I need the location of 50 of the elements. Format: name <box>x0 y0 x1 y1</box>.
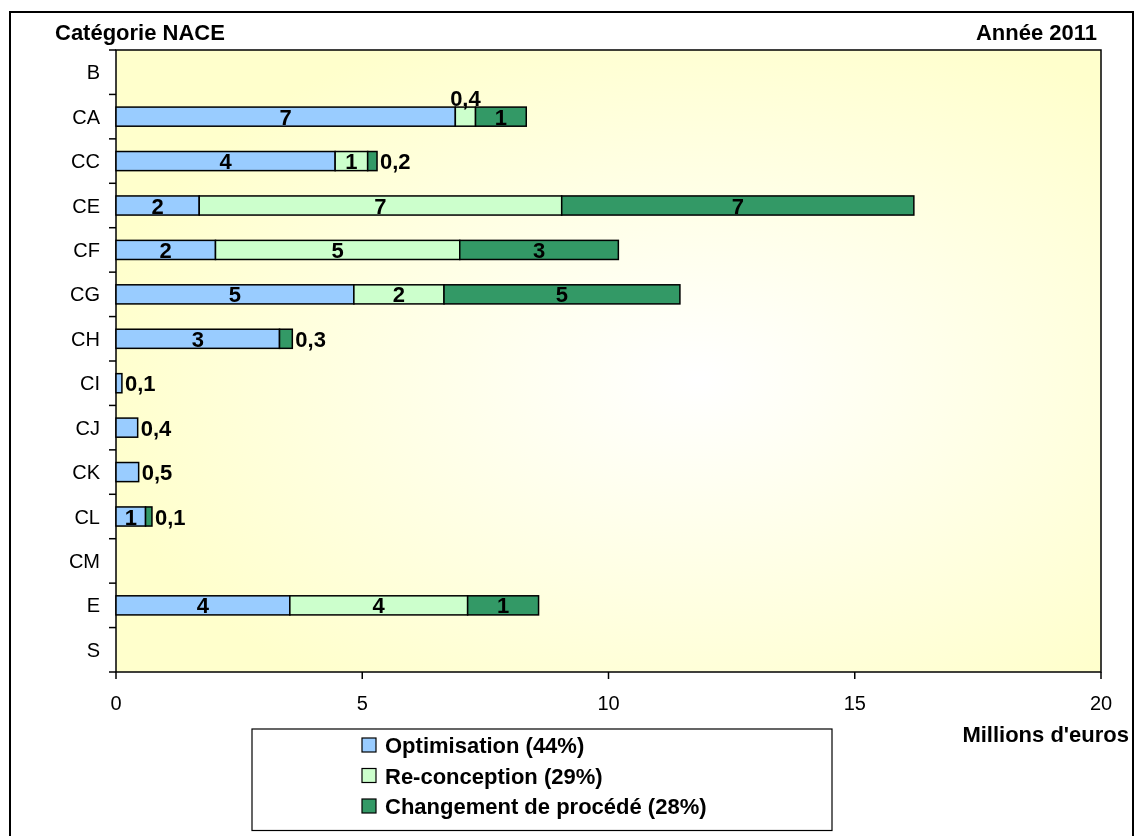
data-label: 0,1 <box>124 371 156 397</box>
x-tick-label: 0 <box>110 692 122 714</box>
x-tick-label: 15 <box>843 692 866 714</box>
data-label: 0,4 <box>140 415 173 441</box>
data-label: 5 <box>555 282 569 308</box>
data-label: 0,4 <box>450 86 482 112</box>
data-label: 5 <box>228 282 242 308</box>
y-tick-label: CC <box>71 150 100 173</box>
data-label: 1 <box>124 504 137 530</box>
data-label: 0,3 <box>295 326 326 352</box>
y-axis-title: Catégorie NACE <box>55 20 225 45</box>
data-label: 7 <box>374 193 387 219</box>
y-tick-label: CE <box>72 194 100 217</box>
x-axis-title: Millions d'euros <box>962 722 1129 747</box>
data-label: 3 <box>532 237 546 263</box>
y-tick-label: CJ <box>75 416 100 439</box>
data-label: 2 <box>151 193 164 219</box>
data-label: 0,2 <box>380 149 411 175</box>
data-label: 3 <box>191 326 204 352</box>
data-label: 7 <box>279 104 292 130</box>
y-tick-label: CI <box>80 372 100 395</box>
y-tick-label: E <box>86 594 100 617</box>
data-label: 4 <box>196 593 210 619</box>
data-label: 1 <box>494 104 508 130</box>
data-label: 2 <box>392 282 406 308</box>
data-label: 2 <box>159 237 172 263</box>
y-tick-label: CH <box>71 327 100 350</box>
data-label: 1 <box>496 593 510 619</box>
y-tick-label: CA <box>72 105 101 128</box>
legend-label: Optimisation (44%) <box>385 733 585 758</box>
y-tick-label: CG <box>70 283 100 306</box>
data-label: 0,1 <box>154 504 186 530</box>
data-label: 4 <box>219 149 233 175</box>
legend-label: Changement de procédé (28%) <box>385 794 707 819</box>
y-tick-label: B <box>86 61 100 84</box>
y-tick-label: CK <box>72 461 101 484</box>
x-tick-label: 20 <box>1089 692 1113 714</box>
data-label: 7 <box>731 193 744 219</box>
data-label: 1 <box>345 149 358 175</box>
legend-label: Re-conception (29%) <box>385 763 603 789</box>
y-tick-label: CL <box>74 505 100 528</box>
data-label: 5 <box>331 237 344 263</box>
y-tick-label: CF <box>73 238 100 261</box>
data-label: 4 <box>372 593 386 619</box>
chart-title: Année 2011 <box>975 20 1097 45</box>
x-tick-label: 10 <box>597 692 620 714</box>
x-tick-label: 5 <box>356 692 368 714</box>
y-tick-label: CM <box>68 549 100 572</box>
data-label: 0,5 <box>141 460 173 486</box>
y-tick-label: S <box>86 638 100 661</box>
